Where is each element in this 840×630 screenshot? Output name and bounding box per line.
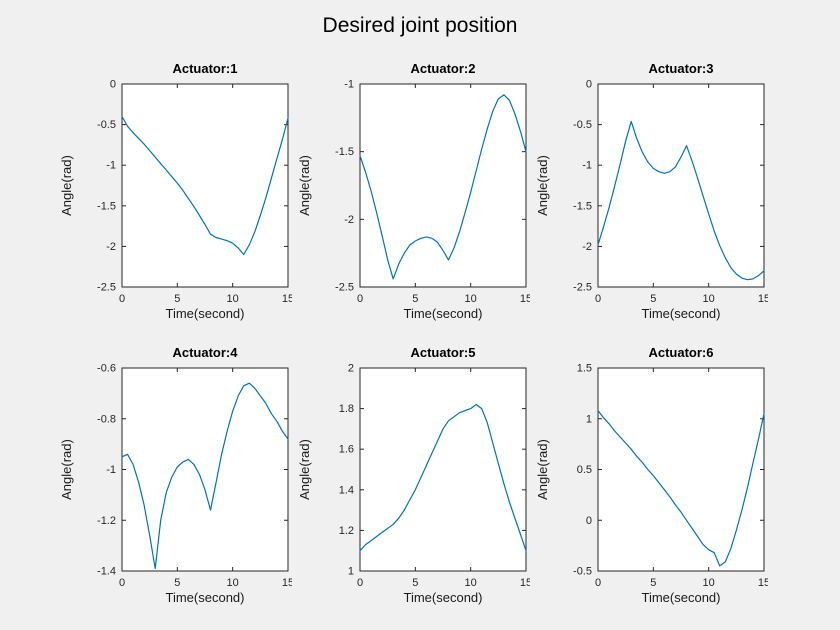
- y-tick-label: -2.5: [97, 282, 116, 294]
- y-tick-label: -2.5: [335, 282, 354, 294]
- y-tick-label: 1: [348, 566, 354, 578]
- plot-area: [121, 367, 289, 572]
- x-axis-label: Time(second): [165, 306, 245, 321]
- x-tick-label: 10: [465, 577, 477, 589]
- series-line: [597, 410, 765, 567]
- y-tick-label: -1: [582, 160, 592, 172]
- plot-canvas-actuator-1: 0 5 10 15 -2.5 -2 -1.5 -1 -0.5 0: [97, 80, 292, 305]
- subplot-title: Actuator:2: [410, 61, 476, 76]
- x-tick-label: 15: [758, 577, 768, 589]
- x-tick-label: 5: [650, 293, 656, 305]
- y-tick-label: -0.8: [97, 413, 116, 425]
- y-tick-label: 2: [348, 364, 354, 375]
- x-tick-label: 10: [465, 293, 477, 305]
- y-tick-label: -1.5: [335, 146, 354, 158]
- x-tick-label: 10: [227, 293, 239, 305]
- x-tick-label: 5: [650, 577, 656, 589]
- y-tick-label: -1.4: [97, 566, 116, 578]
- y-tick-label: -1.5: [97, 200, 116, 212]
- subplot-actuator-4: Actuator:4 Angle(rad) 0 5 10 15 -1.4 -1.2 -1 -0…: [54, 344, 292, 628]
- series-line: [359, 403, 527, 552]
- y-tick-label: 0: [110, 80, 116, 91]
- y-tick-label: -0.5: [97, 119, 116, 131]
- series-line: [359, 94, 527, 280]
- y-tick-label: 0: [586, 515, 592, 527]
- x-tick-label: 10: [703, 577, 715, 589]
- subplot-title: Actuator:4: [172, 345, 238, 360]
- subplot-grid: Actuator:1 Angle(rad) 0 5 10 15 -2.5 -2 -1.5 -1…: [54, 60, 768, 628]
- y-tick-label: 0: [586, 80, 592, 91]
- y-tick-label: -0.6: [97, 364, 116, 375]
- y-tick-label: -1.5: [573, 200, 592, 212]
- x-tick-label: 15: [520, 577, 530, 589]
- x-tick-label: 15: [758, 293, 768, 305]
- x-tick-label: 15: [282, 293, 292, 305]
- subplot-actuator-3: Actuator:3 Angle(rad) 0 5 10 15 -2.5 -2 -1.5 -1…: [530, 60, 768, 344]
- x-tick-label: 0: [119, 293, 125, 305]
- y-tick-label: -2: [582, 241, 592, 253]
- plot-canvas-actuator-4: 0 5 10 15 -1.4 -1.2 -1 -0.8 -0.6: [97, 364, 292, 589]
- y-tick-label: -2: [106, 241, 116, 253]
- x-tick-label: 0: [119, 577, 125, 589]
- x-tick-label: 15: [282, 577, 292, 589]
- plot-canvas-actuator-5: 0 5 10 15 1 1.2 1.4 1.6 1.8 2: [339, 364, 530, 589]
- x-tick-label: 10: [227, 577, 239, 589]
- plot-area: [121, 83, 289, 288]
- x-axis-label: Time(second): [165, 590, 245, 605]
- subplot-title: Actuator:1: [172, 61, 238, 76]
- x-axis-label: Time(second): [403, 590, 483, 605]
- y-tick-label: 1: [586, 413, 592, 425]
- plot-area: [359, 83, 527, 288]
- y-tick-label: -0.5: [573, 566, 592, 578]
- x-tick-label: 5: [412, 577, 418, 589]
- y-tick-label: -1: [344, 80, 354, 91]
- y-tick-label: -2.5: [573, 282, 592, 294]
- subplot-actuator-1: Actuator:1 Angle(rad) 0 5 10 15 -2.5 -2 -1.5 -1…: [54, 60, 292, 344]
- y-tick-label: -0.5: [573, 119, 592, 131]
- y-tick-label: -1.2: [97, 515, 116, 527]
- y-tick-label: -1: [106, 464, 116, 476]
- subplot-title: Actuator:5: [410, 345, 476, 360]
- x-tick-label: 5: [412, 293, 418, 305]
- figure-title: Desired joint position: [322, 14, 518, 37]
- plot-area: [597, 367, 765, 572]
- x-axis-label: Time(second): [641, 590, 721, 605]
- y-tick-label: 1.6: [339, 444, 354, 456]
- subplot-actuator-6: Actuator:6 Angle(rad) 0 5 10 15 -0.5 0 0.5 1 1.5…: [530, 344, 768, 628]
- y-tick-label: 0.5: [577, 464, 592, 476]
- x-axis-label: Time(second): [403, 306, 483, 321]
- x-tick-label: 5: [174, 577, 180, 589]
- subplot-title: Actuator:3: [648, 61, 714, 76]
- x-axis-label: Time(second): [641, 306, 721, 321]
- plot-canvas-actuator-2: 0 5 10 15 -2.5 -2 -1.5 -1: [335, 80, 530, 305]
- x-tick-label: 5: [174, 293, 180, 305]
- x-tick-label: 0: [595, 577, 601, 589]
- subplot-actuator-2: Actuator:2 Angle(rad) 0 5 10 15 -2.5 -2 -1.5 -1…: [292, 60, 530, 344]
- subplot-actuator-5: Actuator:5 Angle(rad) 0 5 10 15 1 1.2 1.4 1.6 1.…: [292, 344, 530, 628]
- x-tick-label: 0: [357, 293, 363, 305]
- plot-canvas-actuator-3: 0 5 10 15 -2.5 -2 -1.5 -1 -0.5 0: [573, 80, 768, 305]
- x-tick-label: 15: [520, 293, 530, 305]
- series-line: [597, 120, 765, 281]
- y-tick-label: -1: [106, 160, 116, 172]
- series-line: [121, 115, 289, 256]
- y-tick-label: 1.8: [339, 403, 354, 415]
- y-tick-label: -2: [344, 214, 354, 226]
- plot-area: [359, 367, 527, 572]
- x-tick-label: 0: [595, 293, 601, 305]
- y-tick-label: 1.4: [339, 484, 354, 496]
- y-tick-label: 1.5: [577, 364, 592, 375]
- subplot-title: Actuator:6: [648, 345, 714, 360]
- x-tick-label: 10: [703, 293, 715, 305]
- plot-area: [597, 83, 765, 288]
- x-tick-label: 0: [357, 577, 363, 589]
- series-line: [121, 382, 289, 570]
- plot-canvas-actuator-6: 0 5 10 15-0.500.511.5: [573, 364, 768, 589]
- y-tick-label: 1.2: [339, 525, 354, 537]
